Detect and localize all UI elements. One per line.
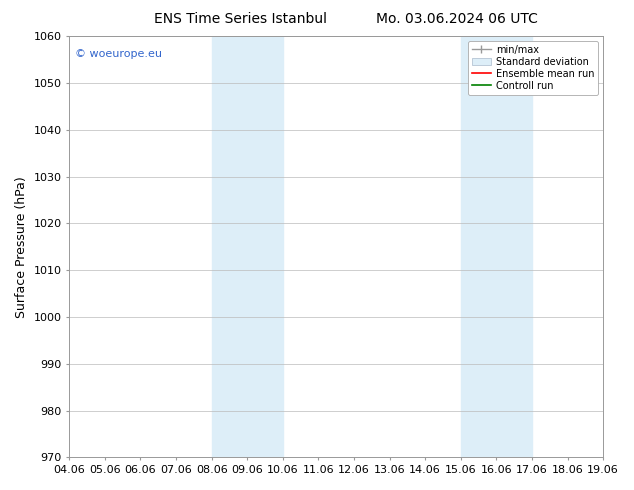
Text: © woeurope.eu: © woeurope.eu — [75, 49, 162, 59]
Text: ENS Time Series Istanbul: ENS Time Series Istanbul — [155, 12, 327, 26]
Y-axis label: Surface Pressure (hPa): Surface Pressure (hPa) — [15, 176, 28, 318]
Text: Mo. 03.06.2024 06 UTC: Mo. 03.06.2024 06 UTC — [375, 12, 538, 26]
Legend: min/max, Standard deviation, Ensemble mean run, Controll run: min/max, Standard deviation, Ensemble me… — [468, 41, 598, 95]
Bar — [212, 36, 283, 457]
Bar — [461, 36, 532, 457]
